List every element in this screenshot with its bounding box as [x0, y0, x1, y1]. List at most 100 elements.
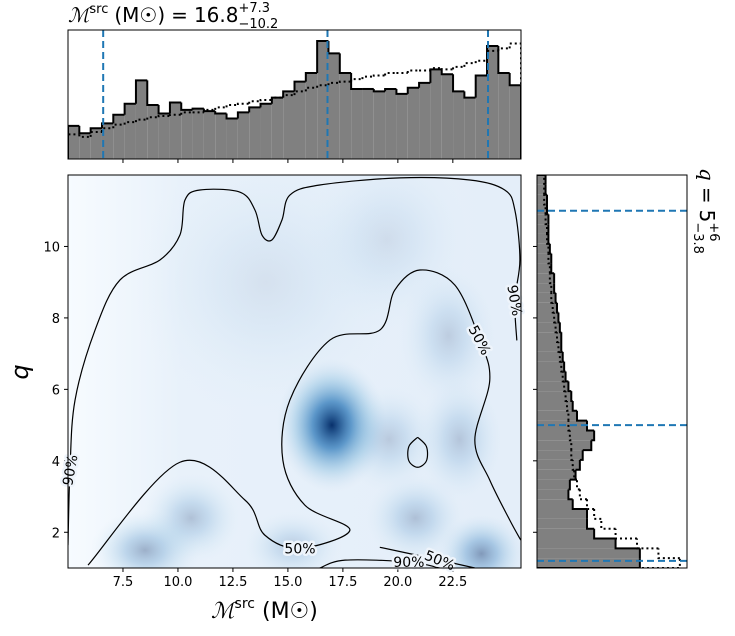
hist-step: [508, 73, 521, 159]
hist-step-dotted: [157, 115, 170, 118]
hist-step: [563, 361, 566, 373]
y-tick-label: 8: [52, 312, 60, 327]
hist-bar: [147, 104, 159, 159]
hist-bar: [362, 88, 374, 159]
density-blob: [141, 473, 241, 563]
x-tick-label: 12.5: [218, 575, 247, 590]
hist-bar: [537, 509, 587, 519]
y-tick-label: 2: [52, 526, 60, 541]
hist-step-dotted: [429, 67, 442, 71]
hist-bar: [537, 263, 552, 274]
hist-step: [452, 74, 465, 93]
hist-step-dotted: [593, 509, 602, 520]
hist-step-dotted: [547, 253, 550, 265]
hist-bar: [351, 88, 363, 159]
hist-bar: [79, 133, 91, 159]
hist-bar: [135, 80, 148, 159]
x-tick-label: 15.0: [273, 575, 302, 590]
y-tick-label: 10: [43, 240, 60, 255]
hist-step-dotted: [551, 302, 555, 314]
hist-step: [236, 111, 250, 119]
hist-step-dotted: [568, 430, 572, 442]
hist-bar: [101, 123, 114, 159]
hist-bar: [453, 91, 465, 159]
right-title-minus: −3.8: [690, 222, 705, 254]
hist-step: [568, 479, 571, 491]
main-frame: [67, 174, 522, 569]
hist-step: [554, 292, 557, 304]
hist-bar: [317, 41, 329, 159]
hist-step: [214, 111, 227, 115]
hist-bar: [537, 253, 552, 264]
hist-step: [560, 342, 563, 353]
hist-step: [180, 102, 193, 111]
contour-line: [379, 546, 475, 568]
hist-step: [557, 312, 560, 324]
hist-step-dotted: [112, 123, 125, 129]
hist-step: [168, 101, 182, 114]
hist-bar: [294, 81, 306, 159]
hist-bar: [305, 73, 318, 159]
top-hist-layer: [68, 30, 521, 159]
hist-bar: [249, 107, 261, 159]
hist-step-dotted: [544, 214, 547, 226]
y-tick-label: 4: [52, 455, 60, 470]
hist-step: [561, 351, 565, 363]
hist-step: [248, 106, 261, 113]
top-frame: [67, 29, 522, 160]
hist-step: [304, 72, 318, 82]
hist-step: [570, 391, 573, 402]
hist-step: [395, 88, 408, 95]
hist-step: [591, 430, 596, 442]
hist-step: [544, 184, 547, 196]
hist-step: [586, 518, 595, 530]
hist-bar: [537, 332, 562, 343]
hist-step: [564, 371, 569, 383]
hist-bar: [537, 538, 616, 549]
hist-bar: [537, 528, 595, 539]
hist-bar: [260, 103, 272, 159]
hist-step: [463, 91, 476, 99]
hist-bar: [328, 53, 340, 159]
hist-step-dotted: [180, 111, 193, 115]
hist-bar: [113, 114, 125, 159]
title-minus: −10.2: [238, 17, 278, 32]
hist-bar: [124, 103, 136, 159]
hist-step: [576, 410, 587, 422]
hist-bar: [181, 109, 193, 159]
hist-step: [384, 87, 397, 92]
hist-step-dotted: [566, 400, 569, 412]
density-blob: [437, 513, 521, 568]
hist-step: [579, 450, 584, 461]
hist-bar: [464, 97, 476, 159]
x-label-superscript: src: [235, 596, 255, 612]
hist-bar: [537, 489, 569, 500]
hist-step: [474, 74, 488, 98]
x-tick-label: 7.5: [113, 575, 134, 590]
hist-bar: [396, 93, 408, 159]
hist-step-dotted: [546, 233, 549, 245]
hist-step: [350, 73, 363, 90]
contour-label: 50%: [284, 541, 315, 557]
density-layer: [90, 175, 521, 568]
hist-step: [316, 40, 329, 73]
x-tick-label: 17.5: [328, 575, 357, 590]
hist-bar: [537, 459, 580, 470]
hist-bar: [498, 73, 510, 159]
density-blob: [415, 376, 504, 502]
hist-bar: [537, 469, 576, 480]
hist-step: [78, 125, 91, 135]
hist-step-dotted: [282, 94, 295, 98]
title-plus: +7.3: [238, 1, 270, 16]
hist-step: [112, 113, 125, 124]
hist-step: [567, 489, 573, 501]
hist-bar: [537, 391, 572, 401]
title: ℳsrc (M☉) = 16.8+7.3 −10.2: [68, 1, 278, 32]
hist-bar: [487, 45, 499, 159]
x-label-symbol: ℳ: [211, 599, 238, 624]
hist-bar: [537, 400, 573, 411]
hist-step-dotted: [440, 68, 454, 71]
hist-bar: [203, 111, 216, 159]
hist-step-dotted: [327, 81, 340, 86]
hist-step-dotted: [600, 518, 616, 530]
